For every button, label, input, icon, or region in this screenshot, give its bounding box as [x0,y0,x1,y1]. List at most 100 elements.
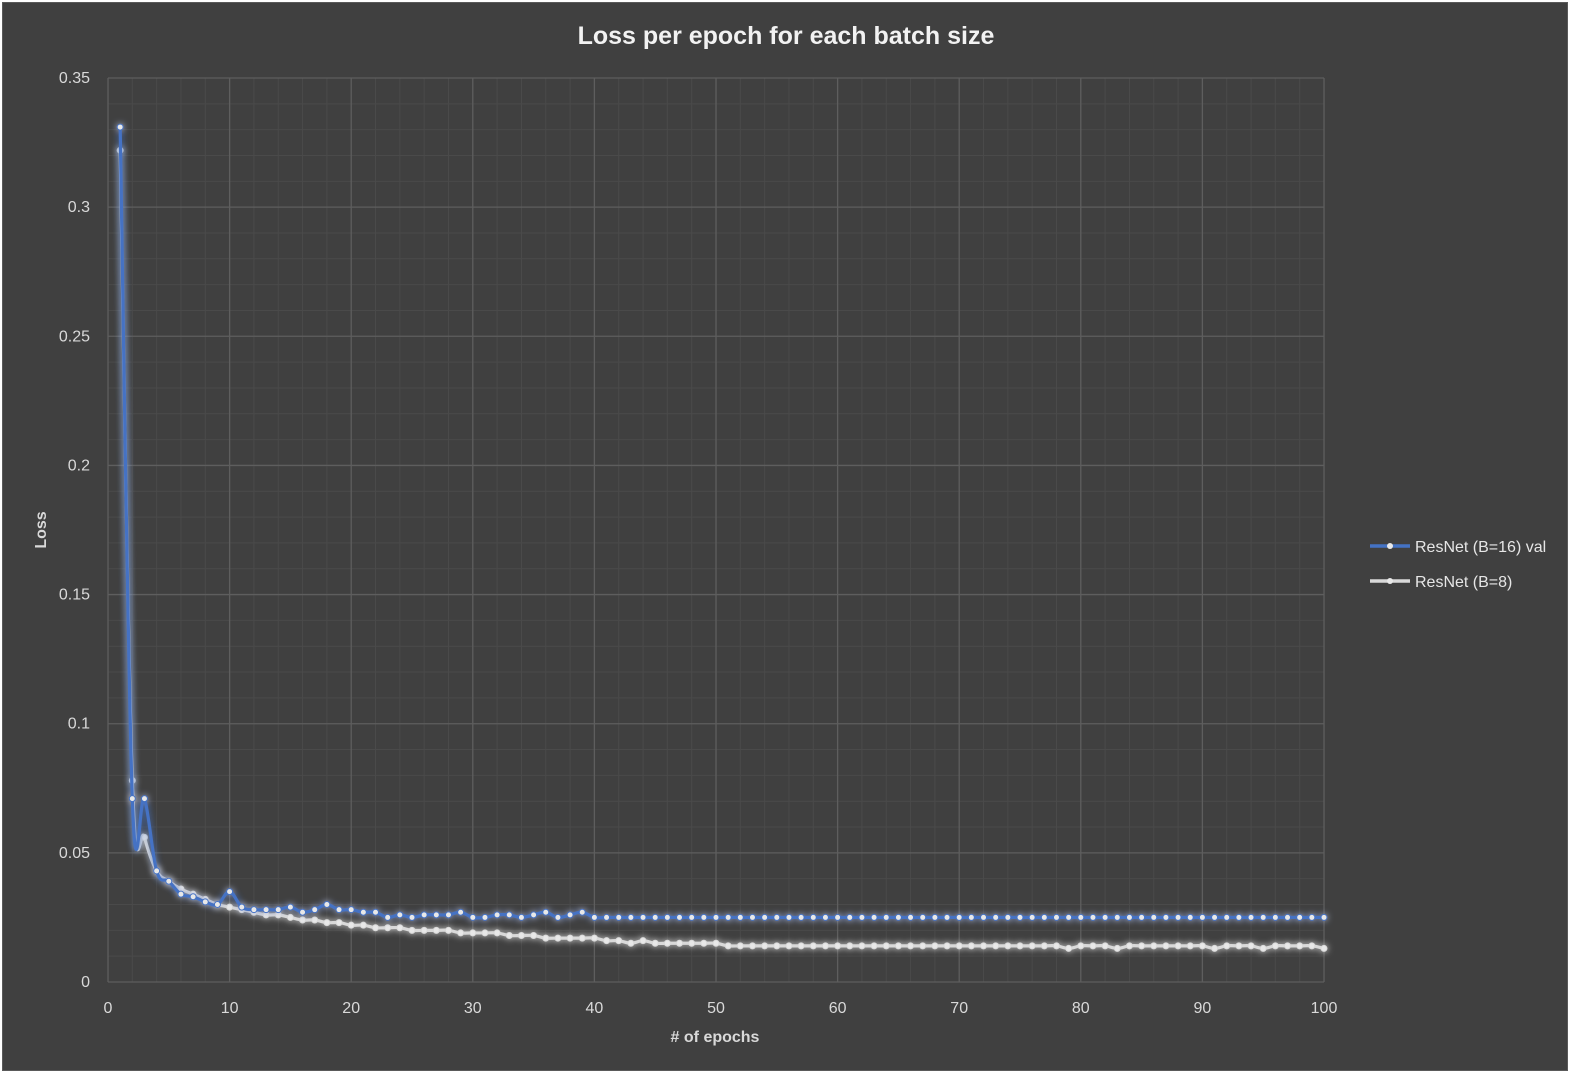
point-resnet-b16-val [469,913,477,921]
point-resnet-b8 [992,942,1000,950]
point-resnet-b16-val [1125,913,1133,921]
point-resnet-b8 [517,932,525,940]
point-resnet-b16-val [1271,913,1279,921]
point-resnet-b16-val [140,795,148,803]
point-resnet-b8 [809,942,817,950]
point-resnet-b8 [700,939,708,947]
legend-item-resnet-b8: ResNet (B=8) [1370,574,1512,591]
point-resnet-b8 [1296,942,1304,950]
point-resnet-b16-val [578,908,586,916]
point-resnet-b16-val [700,913,708,921]
point-resnet-b16-val [1162,913,1170,921]
line-resnet-b8 [118,148,1326,951]
x-tick-label: 30 [464,1000,482,1017]
point-resnet-b8 [347,921,355,929]
point-resnet-b8 [676,939,684,947]
point-resnet-b16-val [1040,913,1048,921]
point-resnet-b8 [505,932,513,940]
point-resnet-b8 [882,942,890,950]
point-resnet-b16-val [408,913,416,921]
point-resnet-b8 [396,924,404,932]
point-resnet-b8 [1198,942,1206,950]
point-resnet-b16-val [870,913,878,921]
point-resnet-b8 [372,924,380,932]
point-resnet-b8 [1211,944,1219,952]
point-resnet-b8 [1308,942,1316,950]
point-resnet-b16-val [1028,913,1036,921]
point-resnet-b8 [821,942,829,950]
point-resnet-b16-val [882,913,890,921]
point-resnet-b8 [724,942,732,950]
point-resnet-b8 [785,942,793,950]
point-resnet-b16-val [1174,913,1182,921]
point-resnet-b8 [1016,942,1024,950]
point-resnet-b8 [773,942,781,950]
point-resnet-b8 [1089,942,1097,950]
point-resnet-b16-val [1089,913,1097,921]
point-resnet-b16-val [1259,913,1267,921]
point-resnet-b8 [1004,942,1012,950]
point-resnet-b16-val [1138,913,1146,921]
point-resnet-b8 [603,937,611,945]
point-resnet-b16-val [384,913,392,921]
point-resnet-b16-val [846,913,854,921]
point-resnet-b8 [712,939,720,947]
point-resnet-b8 [226,903,234,911]
point-resnet-b16-val [153,867,161,875]
series-resnet-b16-val [116,123,1328,921]
point-resnet-b16-val [1308,913,1316,921]
line-resnet-b16-val [118,125,1326,920]
point-resnet-b8 [1174,942,1182,950]
point-resnet-b8 [834,942,842,950]
point-resnet-b16-val [724,913,732,921]
point-resnet-b16-val [1186,913,1194,921]
x-axis-title: # of epochs [671,1029,760,1046]
point-resnet-b16-val [274,906,282,914]
point-resnet-b8 [359,921,367,929]
point-resnet-b16-val [627,913,635,921]
point-resnet-b16-val [955,913,963,921]
point-resnet-b16-val [1211,913,1219,921]
legend-label-resnet-b8: ResNet (B=8) [1415,574,1512,591]
point-resnet-b8 [566,934,574,942]
point-resnet-b8 [432,926,440,934]
point-resnet-b16-val [797,913,805,921]
point-resnet-b16-val [201,898,209,906]
point-resnet-b16-val [213,901,221,909]
point-resnet-b16-val [335,906,343,914]
point-resnet-b16-val [347,906,355,914]
x-tick-label: 20 [342,1000,360,1017]
x-tick-label: 90 [1194,1000,1212,1017]
point-resnet-b8 [1113,944,1121,952]
point-resnet-b16-val [748,913,756,921]
point-resnet-b8 [1162,942,1170,950]
x-tick-label: 0 [104,1000,113,1017]
point-resnet-b8 [408,926,416,934]
point-resnet-b16-val [542,908,550,916]
point-resnet-b8 [1077,942,1085,950]
point-resnet-b8 [335,919,343,927]
point-resnet-b16-val [712,913,720,921]
point-resnet-b16-val [967,913,975,921]
point-resnet-b16-val [639,913,647,921]
point-resnet-b8 [1040,942,1048,950]
point-resnet-b8 [1186,942,1194,950]
point-resnet-b16-val [420,911,428,919]
point-resnet-b8 [1271,942,1279,950]
point-resnet-b8 [1247,942,1255,950]
point-resnet-b16-val [1052,913,1060,921]
point-resnet-b16-val [238,903,246,911]
point-resnet-b8 [299,916,307,924]
point-resnet-b16-val [1284,913,1292,921]
point-resnet-b16-val [809,913,817,921]
point-resnet-b16-val [554,913,562,921]
point-resnet-b8 [943,942,951,950]
point-resnet-b16-val [286,903,294,911]
point-resnet-b16-val [834,913,842,921]
y-tick-label: 0.25 [59,328,90,345]
y-tick-label: 0.3 [68,199,90,216]
point-resnet-b8 [1125,942,1133,950]
point-resnet-b8 [590,934,598,942]
point-resnet-b8 [870,942,878,950]
